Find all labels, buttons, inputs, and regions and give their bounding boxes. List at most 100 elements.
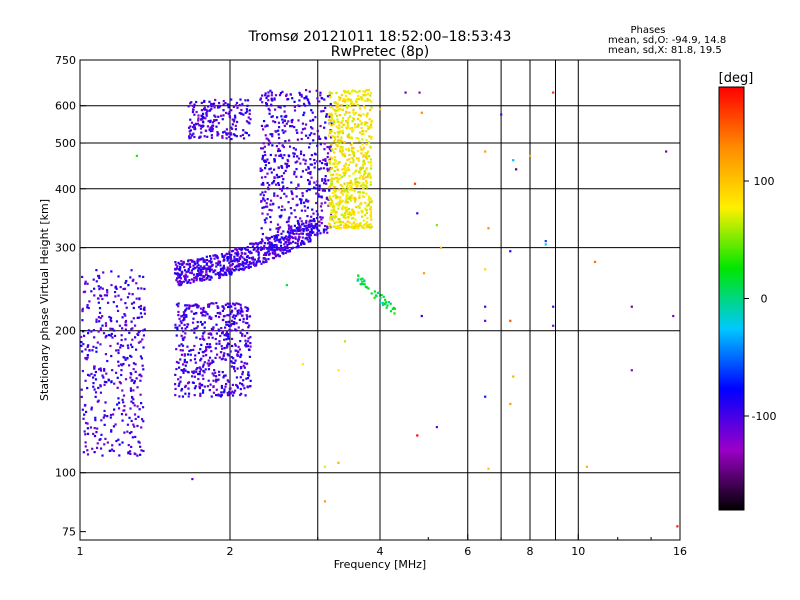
cluster-point — [271, 135, 274, 138]
cluster-point — [184, 385, 187, 389]
cluster-point — [207, 359, 210, 362]
cluster-point — [333, 132, 336, 135]
cluster-point — [207, 265, 210, 268]
cluster-point — [365, 186, 369, 189]
cluster-point — [236, 384, 239, 387]
cluster-point — [328, 195, 331, 198]
cluster-point — [249, 242, 252, 245]
cluster-point — [342, 98, 345, 101]
cluster-point — [270, 91, 273, 94]
cluster-point — [246, 373, 250, 376]
cluster-point — [97, 285, 100, 288]
cluster-point — [314, 116, 317, 119]
cluster-point — [354, 170, 357, 173]
cluster-point — [298, 225, 301, 228]
cluster-point — [348, 157, 351, 161]
cluster-point — [240, 309, 243, 312]
cluster-point — [261, 156, 264, 160]
cluster-point — [206, 342, 209, 346]
cluster-point — [211, 129, 214, 132]
cluster-point — [177, 273, 180, 276]
cluster-point — [354, 90, 357, 93]
cluster-point — [300, 95, 303, 98]
cluster-point — [180, 321, 183, 325]
cluster-point — [330, 147, 333, 150]
cluster-point — [323, 178, 327, 181]
cluster-point — [215, 262, 218, 265]
cluster-point — [308, 182, 311, 186]
cluster-point — [201, 266, 204, 269]
cluster-point — [237, 302, 240, 306]
cluster-point — [259, 97, 263, 100]
cluster-point — [298, 91, 301, 95]
cluster-point — [219, 269, 223, 272]
cluster-point — [232, 120, 236, 123]
cluster-point — [300, 223, 304, 226]
cluster-point — [328, 223, 332, 226]
scatter-point — [484, 150, 487, 153]
cluster-point — [260, 176, 264, 179]
cluster-point — [208, 343, 212, 346]
cluster-point — [379, 301, 382, 304]
cluster-point — [350, 90, 354, 93]
cluster-point — [216, 311, 219, 315]
cluster-point — [243, 334, 247, 337]
cluster-point — [275, 144, 279, 148]
cluster-point — [248, 315, 252, 318]
cluster-point — [262, 119, 266, 123]
cluster-point — [350, 137, 353, 140]
cluster-point — [140, 418, 144, 421]
cluster-point — [363, 91, 366, 94]
cluster-point — [317, 229, 321, 232]
cluster-point — [179, 349, 182, 352]
cluster-point — [323, 98, 326, 101]
cluster-point — [332, 188, 335, 192]
cluster-point — [129, 372, 132, 375]
cluster-point — [348, 225, 351, 228]
cluster-point — [229, 312, 232, 315]
cluster-point — [365, 192, 368, 195]
cluster-point — [315, 183, 318, 186]
cluster-point — [236, 309, 239, 313]
cluster-point — [193, 358, 197, 361]
cluster-point — [261, 158, 264, 161]
cluster-point — [319, 216, 322, 219]
phases-o-stats: mean, sd,O: -94.9, 14.8 — [608, 35, 726, 46]
cluster-point — [285, 195, 288, 198]
cluster-point — [274, 154, 277, 157]
cluster-point — [194, 123, 198, 126]
cluster-point — [350, 103, 353, 106]
y-axis-label: Stationary phase Virtual Height [km] — [38, 199, 51, 401]
cluster-point — [335, 173, 338, 176]
cluster-point — [233, 114, 237, 117]
cluster-point — [245, 261, 249, 264]
cluster-point — [115, 349, 118, 352]
cluster-point — [195, 279, 198, 282]
cluster-point — [304, 88, 308, 92]
cluster-point — [307, 224, 310, 228]
cluster-point — [98, 320, 101, 323]
cluster-point — [318, 100, 321, 103]
cluster-point — [362, 105, 366, 108]
cluster-point — [201, 314, 204, 317]
cluster-point — [201, 391, 205, 394]
colorbar-tick-label: 0 — [761, 293, 768, 306]
cluster-point — [195, 100, 198, 104]
cluster-point — [204, 314, 207, 317]
scatter-point — [484, 319, 487, 322]
cluster-point — [344, 201, 347, 204]
cluster-point — [365, 154, 368, 157]
cluster-point — [241, 133, 245, 137]
cluster-point — [331, 135, 334, 138]
cluster-point — [174, 373, 177, 376]
cluster-point — [235, 329, 238, 332]
cluster-point — [304, 237, 307, 240]
cluster-point — [240, 314, 244, 317]
cluster-point — [217, 378, 220, 381]
cluster-point — [344, 214, 347, 217]
cluster-point — [328, 187, 331, 190]
cluster-point — [244, 262, 248, 265]
cluster-point — [256, 260, 260, 263]
cluster-point — [214, 337, 217, 341]
cluster-point — [284, 94, 288, 97]
